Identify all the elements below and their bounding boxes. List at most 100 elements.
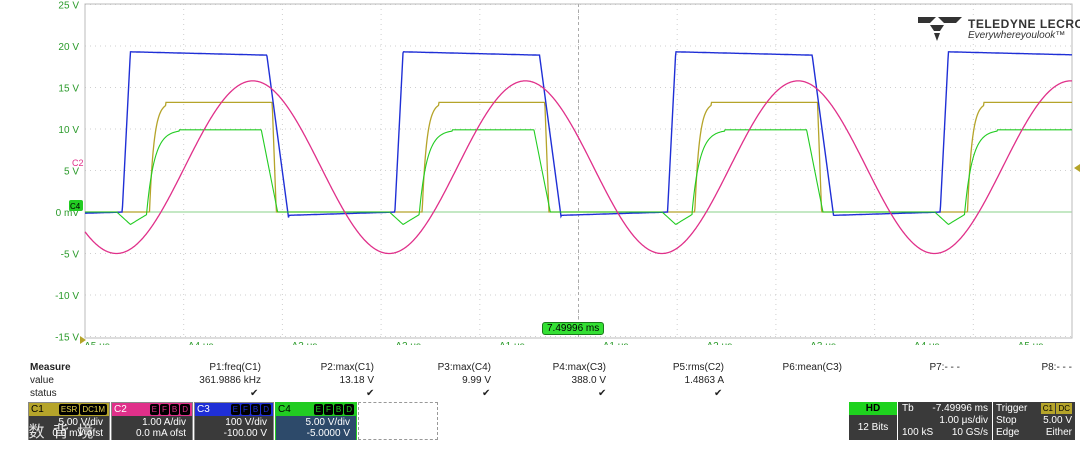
- trigger-mode: Stop: [996, 415, 1017, 426]
- y-tick-label: -5 V: [61, 250, 80, 261]
- y-tick-label: 10 V: [58, 125, 79, 136]
- trigger-level: 5.00 V: [1043, 415, 1072, 426]
- channel-flag: F: [323, 404, 333, 415]
- channel-name: C2: [114, 404, 127, 415]
- empty-channel-slot[interactable]: [358, 402, 438, 440]
- timebase-samples: 100 kS: [902, 427, 934, 438]
- param-name-p7[interactable]: P7:- - -: [929, 362, 960, 373]
- param-value-p3: 9.99 V: [462, 375, 491, 386]
- measure-title: Measure: [30, 362, 71, 373]
- channel-c3-descriptor[interactable]: C3 E F B D 100 V/div -100.00 V: [194, 402, 274, 440]
- x-tick-label: Δ3 μs: [810, 341, 836, 345]
- measure-header-row: Measure P1:freq(C1) P2:max(C1) P3:max(C4…: [0, 362, 1080, 374]
- param-name-p5[interactable]: P5:rms(C2): [672, 362, 724, 373]
- series-c3: [85, 51, 1072, 219]
- timebase-descriptor[interactable]: Tb -7.49996 ms 1.00 μs/div 100 kS 10 GS/…: [898, 402, 992, 440]
- hd-mode-indicator[interactable]: HD 12 Bits: [849, 402, 897, 440]
- status-check-icon: ✔: [482, 388, 491, 399]
- channel-flag: F: [159, 404, 169, 415]
- param-value-p5: 1.4863 A: [684, 375, 724, 386]
- channel-name: C1: [31, 404, 44, 415]
- brand-tagline: Everywhereyoulook™: [968, 30, 1066, 41]
- y-tick-label: 25 V: [58, 1, 79, 12]
- channel-offset: 0.0 mA ofst: [135, 428, 186, 439]
- x-tick-label: Δ1 μs: [499, 341, 525, 345]
- channel-name: C4: [278, 404, 291, 415]
- channel-offset: -5.0000 V: [306, 428, 350, 439]
- channel-name: C3: [197, 404, 210, 415]
- param-name-p6[interactable]: P6:mean(C3): [782, 362, 842, 373]
- trigger-descriptor[interactable]: Trigger C1 DC Stop 5.00 V Edge Either: [993, 402, 1075, 440]
- y-tick-label: 0 mV: [56, 208, 80, 219]
- channel-flag: DC1M: [80, 404, 107, 415]
- value-row-label: value: [30, 375, 54, 386]
- status-check-icon: ✔: [366, 388, 375, 399]
- channel-flag: D: [344, 404, 354, 415]
- channel-flag: F: [240, 404, 250, 415]
- series-c4: [85, 129, 1072, 226]
- channel-scale: 1.00 A/div: [142, 417, 186, 428]
- channel-c1-descriptor[interactable]: C1 ESR DC1M 5.00 V/div 0.0 mV ofst: [28, 402, 110, 440]
- channel-flag: E: [149, 404, 159, 415]
- teledyne-lecroy-logo: TELEDYNE LECROY Everywhereyoulook™: [916, 15, 1080, 45]
- channel-c2-descriptor[interactable]: C2 E F B D 1.00 A/div 0.0 mA ofst: [111, 402, 193, 440]
- trigger-label: Trigger: [996, 403, 1028, 414]
- measure-table[interactable]: Measure P1:freq(C1) P2:max(C1) P3:max(C4…: [0, 362, 1080, 400]
- param-value-p2: 13.18 V: [339, 375, 374, 386]
- channel-flag: B: [333, 404, 344, 415]
- channel-flag: D: [180, 404, 190, 415]
- trigger-level-marker-icon: [1074, 164, 1080, 172]
- channel-c4-descriptor[interactable]: C4 E F B D 5.00 V/div -5.0000 V: [275, 402, 357, 440]
- trigger-source-flag: C1: [1040, 403, 1055, 414]
- channel-marker-c2: C2: [72, 158, 84, 168]
- channel-offset: 0.0 mV ofst: [52, 428, 103, 439]
- param-value-p4: 388.0 V: [571, 375, 606, 386]
- x-tick-label: Δ5 μs: [1018, 341, 1044, 345]
- measure-value-row: value 361.9886 kHz 13.18 V 9.99 V 388.0 …: [0, 375, 1080, 387]
- x-tick-label: Δ4 μs: [914, 341, 940, 345]
- trigger-coupling-flag: DC: [1056, 403, 1072, 414]
- param-name-p4[interactable]: P4:max(C3): [552, 362, 606, 373]
- param-name-p3[interactable]: P3:max(C4): [437, 362, 491, 373]
- y-tick-label: 20 V: [58, 42, 79, 53]
- measure-status-row: status ✔ ✔ ✔ ✔ ✔: [0, 388, 1080, 400]
- trigger-type: Edge: [996, 427, 1020, 438]
- param-name-p2[interactable]: P2:max(C1): [320, 362, 374, 373]
- x-tick-label: Δ3 μs: [292, 341, 318, 345]
- x-tick-label: Δ5 μs: [84, 341, 110, 345]
- oscilloscope-display[interactable]: 25 V 20 V 15 V 10 V 5 V 0 mV -5 V -10 V -15 V Δ5 …: [0, 0, 1080, 345]
- param-name-p1[interactable]: P1:freq(C1): [209, 362, 261, 373]
- timebase-delay: -7.49996 ms: [932, 403, 988, 414]
- channel-flag: E: [313, 404, 323, 415]
- channel-flag: E: [230, 404, 240, 415]
- channel-scale: 5.00 V/div: [305, 417, 350, 428]
- trigger-time-marker-icon: [80, 336, 86, 344]
- brand-name: TELEDYNE LECROY: [968, 17, 1080, 31]
- timebase-rate: 10 GS/s: [951, 427, 988, 438]
- channel-flag: ESR: [58, 404, 80, 415]
- x-tick-label: Δ2 μs: [395, 341, 421, 345]
- series-c2: [84, 80, 1072, 255]
- channel-scale: 100 V/div: [225, 417, 267, 428]
- x-tick-label: Δ1 μs: [603, 341, 629, 345]
- timebase-div: 1.00 μs/div: [939, 415, 988, 426]
- x-tick-label: Δ2 μs: [706, 341, 732, 345]
- timebase-label: Tb: [902, 403, 914, 414]
- channel-flag: B: [250, 404, 261, 415]
- y-tick-label: -15 V: [55, 333, 79, 344]
- hd-label: HD: [849, 402, 897, 415]
- status-check-icon: ✔: [250, 388, 259, 399]
- waveform-graph[interactable]: 25 V 20 V 15 V 10 V 5 V 0 mV -5 V -10 V -15 V Δ5 …: [0, 0, 1080, 345]
- watermark-text: 人 数 背 境: [4, 424, 96, 441]
- y-tick-label: 15 V: [58, 84, 79, 95]
- status-check-icon: ✔: [598, 388, 607, 399]
- trigger-slope: Either: [1045, 427, 1072, 438]
- channel-flag: B: [169, 404, 180, 415]
- param-name-p8[interactable]: P8:- - -: [1041, 362, 1072, 373]
- param-value-p1: 361.9886 kHz: [199, 375, 261, 386]
- channel-offset: -100.00 V: [223, 428, 267, 439]
- time-position-marker[interactable]: 7.49996 ms: [542, 322, 605, 335]
- y-tick-label: 5 V: [64, 167, 79, 178]
- teledyne-logo-icon: [918, 17, 962, 41]
- y-tick-label: -10 V: [55, 291, 79, 302]
